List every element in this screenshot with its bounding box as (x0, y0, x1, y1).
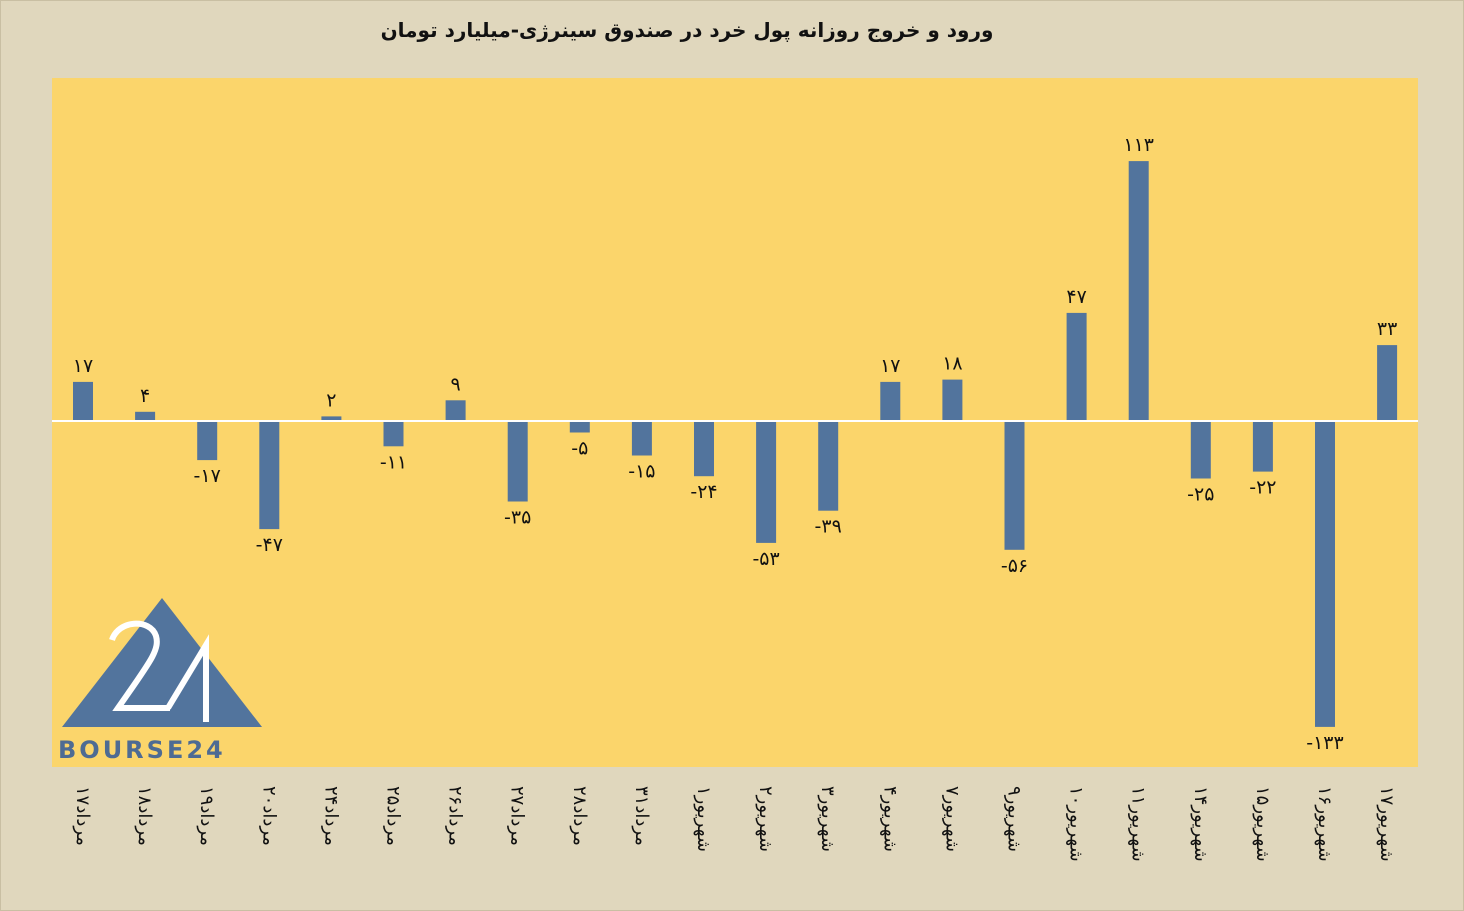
bar-12 (756, 421, 777, 543)
logo-24-mark (109, 620, 209, 722)
category-label-13: ۳شهریور (817, 786, 838, 852)
bar-18 (1128, 161, 1149, 421)
bar-11 (694, 421, 714, 477)
chart-title: ورود و خروج روزانه پول خرد در صندوق سینر… (380, 18, 994, 42)
category-label-22: ۱۷شهریور (1376, 786, 1397, 862)
value-label-20: -۲۲ (1249, 477, 1276, 499)
value-label-21: -۱۳۳ (1306, 732, 1343, 754)
bar-4 (259, 421, 280, 530)
value-label-1: ۱۷ (73, 355, 93, 377)
category-label-14: ۴شهریور (879, 786, 900, 852)
logo-triangle (62, 598, 262, 727)
bar-14 (880, 381, 901, 421)
value-label-16: -۵۶ (1001, 555, 1028, 577)
category-label-2: ۱۸مرداد (134, 786, 155, 846)
value-label-11: -۲۴ (690, 481, 717, 503)
category-label-17: ۱۰شهریور (1066, 786, 1087, 862)
category-label-19: ۱۴شهریور (1190, 786, 1211, 862)
bar-7 (445, 400, 466, 421)
value-label-18: ۱۱۳ (1123, 134, 1154, 156)
plot-area (52, 78, 1418, 767)
category-label-3: ۱۹مرداد (196, 786, 217, 846)
value-label-9: -۵ (571, 438, 588, 460)
bar-17 (1066, 312, 1087, 421)
value-label-3: -۱۷ (194, 465, 221, 487)
value-label-8: -۳۵ (504, 507, 531, 529)
bar-6 (383, 421, 404, 447)
bar-19 (1190, 421, 1211, 479)
value-label-17: ۴۷ (1066, 286, 1086, 308)
category-axis-labels: ۱۷مرداد ۱۸مرداد ۱۹مرداد ۲۰مرداد ۲۴مرداد ۲۵مرد… (72, 786, 1397, 862)
bourse24-logo: BOURSE24 (58, 598, 262, 764)
bar-16 (1004, 421, 1025, 550)
value-label-19: -۲۵ (1187, 484, 1214, 506)
category-label-21: ۱۶شهریور (1314, 786, 1335, 862)
value-label-10: -۱۵ (628, 461, 655, 483)
bar-3 (197, 421, 218, 461)
value-label-12: -۵۳ (752, 548, 779, 570)
category-label-7: ۲۶مرداد (445, 786, 466, 846)
value-label-7: ۹ (450, 373, 460, 395)
bar-10 (631, 421, 652, 456)
category-label-4: ۲۰مرداد (258, 786, 279, 846)
bar-2 (135, 411, 156, 421)
category-label-1: ۱۷مرداد (72, 786, 93, 846)
bar-13 (818, 421, 839, 511)
category-label-18: ۱۱شهریور (1128, 786, 1149, 862)
bar-20 (1252, 421, 1273, 472)
value-labels: ۱۷ ۴ -۱۷ -۴۷ ۲ -۱۱ ۹ -۳۵ -۵ -۱۵ -۲۴ -۵۳ -۳۹ ۱۷ ۱۸ -۵۶ ۴۷… (73, 134, 1398, 754)
logo-text: BOURSE24 (58, 736, 226, 764)
bar-series (73, 161, 1398, 727)
category-label-6: ۲۵مرداد (383, 786, 404, 846)
bar-15 (942, 379, 963, 421)
category-label-8: ۲۷مرداد (507, 786, 528, 846)
value-label-15: ۱۸ (942, 353, 962, 375)
value-label-4: -۴۷ (256, 534, 283, 556)
bar-5 (321, 416, 342, 421)
value-label-5: ۲ (326, 389, 336, 411)
bar-9 (569, 421, 590, 433)
category-label-15: ۷شهریور (941, 786, 962, 852)
category-label-10: ۳۱مرداد (631, 786, 652, 846)
category-label-12: ۲شهریور (755, 786, 776, 852)
category-label-11: ۱شهریور (693, 786, 714, 852)
value-label-22: ۳۳ (1377, 318, 1397, 340)
value-label-13: -۳۹ (815, 516, 842, 538)
category-label-20: ۱۵شهریور (1252, 786, 1273, 862)
value-label-2: ۴ (140, 385, 150, 407)
bar-1 (73, 381, 93, 421)
category-label-9: ۲۸مرداد (569, 786, 590, 846)
value-label-6: -۱۱ (380, 451, 407, 473)
value-label-14: ۱۷ (880, 355, 900, 377)
category-label-5: ۲۴مرداد (320, 786, 341, 846)
category-label-16: ۹شهریور (1004, 786, 1025, 852)
bar-8 (507, 421, 528, 502)
bar-21 (1315, 421, 1335, 727)
bar-22 (1377, 345, 1398, 421)
